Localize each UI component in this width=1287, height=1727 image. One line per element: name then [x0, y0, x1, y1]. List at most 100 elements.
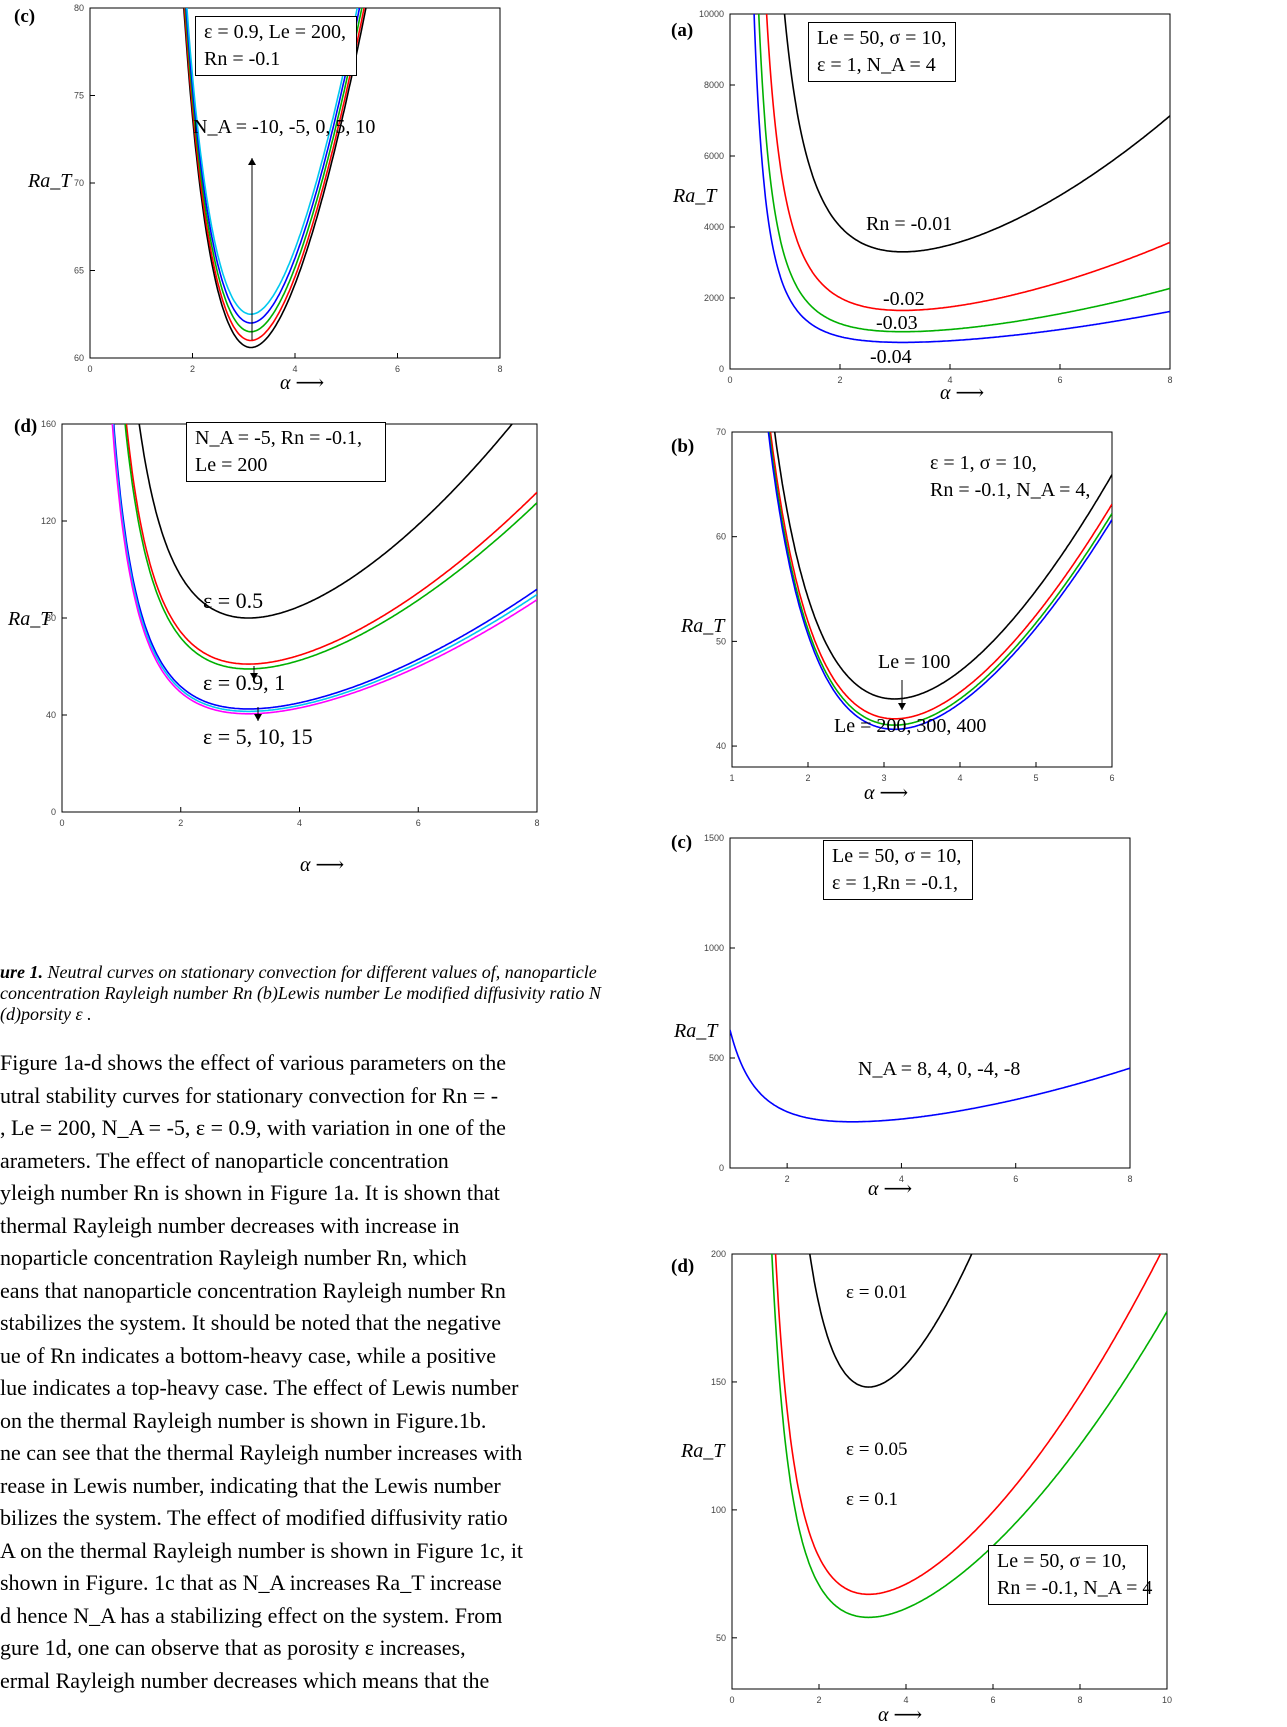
paragraph-line: , Le = 200, N_A = -5, ε = 0.9, with vari… [0, 1115, 506, 1140]
x-tick-label: 2 [178, 818, 183, 828]
paragraph-line: ne can see that the thermal Rayleigh num… [0, 1440, 523, 1465]
caption-lead: ure 1. [0, 962, 44, 982]
y-axis-label: Ra_T [28, 170, 72, 192]
x-tick-label: 6 [1013, 1174, 1018, 1184]
curve-annotation: ε = 0.5 [203, 588, 263, 613]
x-tick-label: 0 [87, 364, 92, 374]
legend-box: ε = 0.9, Le = 200, Rn = -0.1 [195, 16, 357, 76]
legend-line: Le = 50, σ = 10, [997, 1550, 1127, 1572]
arrow-head [254, 714, 262, 721]
legend-line: Le = 50, σ = 10, [817, 27, 947, 49]
chart-svg: 0 2 4 6 8 60 65 70 75 80 N_A = -10, -5, 0, 5, 10 [74, 3, 503, 374]
paragraph-line: gure 1d, one can observe that as porosit… [0, 1635, 466, 1660]
x-tick-label: 8 [534, 818, 539, 828]
legend-line: N_A = -5, Rn = -0.1, [195, 427, 363, 449]
series-line [774, 1254, 1162, 1596]
series-line [769, 432, 1112, 720]
y-tick-label: 8000 [704, 80, 724, 90]
y-tick-label: 80 [46, 613, 56, 623]
legend-line: Rn = -0.1 [204, 48, 281, 70]
figure-panel-b-right: 1 2 3 4 5 6 40 50 60 70 Le = 100 Le = 200, 300, 400… [668, 420, 1287, 804]
series-line [112, 424, 537, 710]
series-line [771, 1254, 1167, 1619]
series-line [111, 424, 537, 715]
y-tick-label: 0 [719, 1163, 724, 1173]
plot-frame [729, 837, 1131, 1169]
x-tick-label: 4 [899, 1174, 904, 1184]
y-tick-label: 0 [51, 807, 56, 817]
x-axis-label: α ⟶ [300, 854, 345, 876]
y-tick-label: 150 [711, 1377, 726, 1387]
series-line [753, 14, 1170, 344]
y-tick-label: 500 [709, 1053, 724, 1063]
curve-annotation: -0.02 [883, 288, 925, 310]
x-tick-label: 5 [1033, 773, 1038, 783]
paragraph-line: eans that nanoparticle concentration Ray… [0, 1277, 506, 1303]
series-line [185, 8, 361, 324]
x-axis-label: α ⟶ [878, 1704, 923, 1726]
chart-svg: 2 4 6 8 0 500 1000 1500 N_A = 8, 4, 0, -4, -8 [704, 833, 1133, 1184]
legend-line: ε = 0.9, Le = 200, [204, 21, 347, 43]
chart-svg: 0 2 4 6 8 10 50 100 150 200 ε = 0.01 ε = 0.05 ε = 0.… [711, 1249, 1172, 1705]
curve-annotation: Le = 100 [878, 651, 950, 673]
x-tick-label: 3 [881, 773, 886, 783]
legend-line: ε = 1,Rn = -0.1, [832, 872, 958, 894]
paragraph-line: shown in Figure. 1c that as N_A increase… [0, 1570, 502, 1595]
x-axis-label: α ⟶ [864, 782, 909, 804]
x-tick-label: 2 [190, 364, 195, 374]
legend-line: ε = 1, N_A = 4 [817, 54, 936, 76]
y-tick-label: 40 [716, 741, 726, 751]
chart-svg: 1 2 3 4 5 6 40 50 60 70 Le = 100 Le = 200, 300, 400 [716, 427, 1115, 783]
curve-annotation: ε = 0.1 [846, 1489, 898, 1510]
paragraph-line: noparticle concentration Rayleigh number… [0, 1245, 467, 1270]
y-tick-label: 2000 [704, 293, 724, 303]
paragraph-line: d hence N_A has a stabilizing effect on … [0, 1602, 503, 1628]
caption-tail: (d)porsity ε . [0, 1004, 92, 1024]
series-line [765, 14, 1170, 312]
x-tick-label: 8 [1167, 375, 1172, 385]
panel-label: (b) [671, 436, 695, 457]
figure-caption: ure 1. Neutral curves on stationary conv… [0, 962, 675, 1025]
paragraph-line: A on the thermal Rayleigh number is show… [0, 1537, 524, 1563]
series-line [730, 1029, 1130, 1123]
series-line [184, 8, 363, 333]
legend-box: Le = 50, σ = 10, ε = 1,Rn = -0.1, [823, 840, 973, 900]
series-line [757, 14, 1170, 333]
x-tick-label: 2 [837, 375, 842, 385]
panel-label: (c) [671, 832, 693, 853]
legend-box: Le = 50, σ = 10, Rn = -0.1, N_A = 4 [988, 1545, 1153, 1605]
paragraph-line: arameters. The effect of nanoparticle co… [0, 1147, 449, 1173]
y-tick-label: 1000 [704, 943, 724, 953]
curve-annotation: ε = 5, 10, 15 [203, 724, 313, 749]
curve-annotation: N_A = 8, 4, 0, -4, -8 [858, 1058, 1020, 1080]
curve-annotation: Le = 200, 300, 400 [834, 715, 986, 737]
series-line [186, 8, 359, 315]
y-axis-label: Ra_T [681, 615, 725, 637]
paragraph-line: rease in Lewis number, indicating that t… [0, 1472, 501, 1498]
series-line [124, 424, 537, 670]
curve-annotation: Rn = -0.01 [866, 213, 952, 235]
paragraph-line: ermal Rayleigh number decreases which me… [0, 1667, 490, 1693]
paragraph-line: Figure 1a-d shows the effect of various … [0, 1050, 507, 1075]
x-tick-label: 8 [497, 364, 502, 374]
legend-line: Rn = -0.1, N_A = 4 [997, 1577, 1153, 1599]
curve-annotation: ε = 0.9, 1 [203, 670, 285, 695]
y-axis-label: Ra_T [681, 1440, 725, 1462]
figure-panel-a-right: 0 2 4 6 8 0 2000 4000 6000 8000 10000 Rn = -0.01 -0.… [668, 0, 1287, 405]
series-line [112, 424, 537, 713]
figure-panel-c-left: 0 2 4 6 8 60 65 70 75 80 N_A = -10, -5, 0, 5, 10 (… [0, 0, 660, 395]
paragraph-line: utral stability curves for stationary co… [0, 1082, 499, 1108]
arrow-head [248, 158, 256, 165]
y-tick-label: 120 [41, 516, 56, 526]
x-tick-label: 10 [1162, 1695, 1172, 1705]
series-line [183, 8, 367, 349]
x-tick-label: 1 [729, 773, 734, 783]
y-tick-label: 60 [74, 353, 84, 363]
y-tick-label: 6000 [704, 151, 724, 161]
curve-annotation: -0.03 [876, 312, 918, 334]
x-tick-label: 2 [816, 1695, 821, 1705]
y-tick-label: 160 [41, 419, 56, 429]
figure-panel-c-right: 2 4 6 8 0 500 1000 1500 N_A = 8, 4, 0, -4, -8 (c… [668, 820, 1287, 1220]
y-tick-label: 200 [711, 1249, 726, 1259]
x-tick-label: 0 [59, 818, 64, 828]
